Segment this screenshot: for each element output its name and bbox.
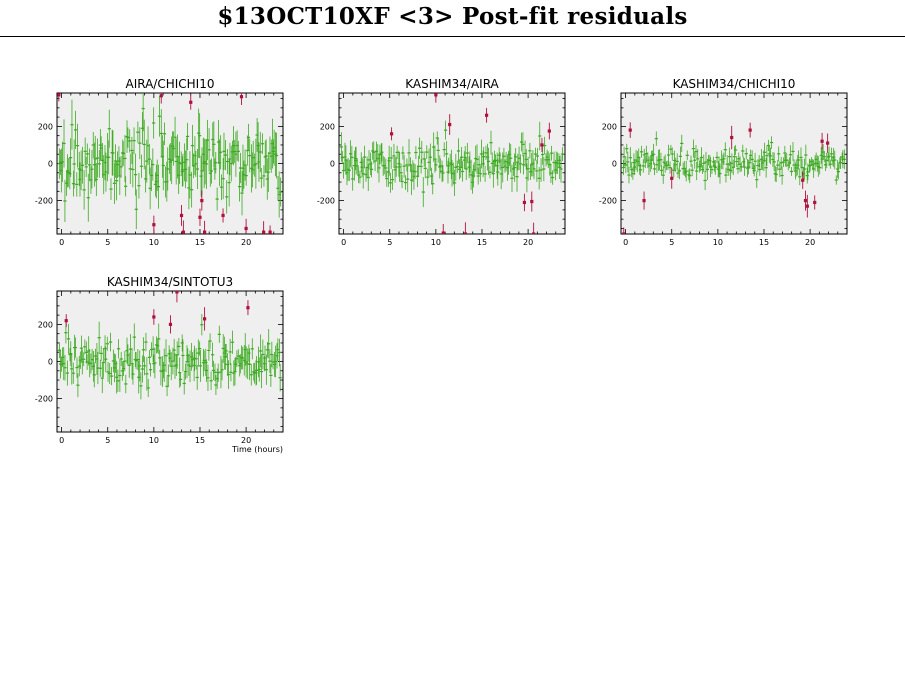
y-tick-label: 200	[320, 122, 335, 131]
series-group	[57, 291, 282, 400]
page-title: $13OCT10XF <3> Post-fit residuals	[217, 3, 688, 30]
x-tick-label: 20	[241, 436, 251, 445]
flagged-point	[434, 93, 438, 97]
flagged-point	[484, 113, 489, 117]
x-tick-label: 0	[59, 436, 64, 445]
flagged-point	[221, 213, 225, 218]
x-tick-label: 5	[387, 238, 392, 247]
flagged-point	[64, 319, 68, 323]
panel-title: AIRA/CHICHI10	[125, 77, 214, 91]
flagged-point	[175, 291, 179, 294]
x-tick-label: 10	[431, 238, 441, 247]
flagged-point	[262, 230, 266, 234]
flagged-point	[547, 129, 551, 133]
x-tick-label: 5	[105, 436, 110, 445]
x-tick-label: 10	[149, 238, 159, 247]
y-tick-label: 0	[48, 160, 53, 169]
panel-2: KASHIM34/CHICHI10 0 5 10 15 20 200 0 -200	[599, 77, 848, 247]
y-tick-label: 200	[38, 320, 53, 329]
x-tick-label: 15	[759, 238, 769, 247]
x-tick-label: 15	[477, 238, 487, 247]
flagged-point	[389, 132, 394, 136]
flagged-point	[202, 230, 207, 234]
series-group	[339, 93, 565, 234]
flagged-point	[670, 176, 674, 180]
y-tick-label: -200	[599, 197, 617, 206]
flagged-point	[805, 204, 809, 208]
x-axis-label: Time (hours)	[231, 445, 283, 454]
panel-1: KASHIM34/AIRA 0 5 10 15 20 200 0 -200	[317, 77, 566, 247]
flagged-point	[181, 230, 185, 234]
x-tick-label: 5	[105, 238, 110, 247]
series-group	[57, 93, 283, 234]
x-tick-label: 20	[523, 238, 533, 247]
y-tick-label: 200	[602, 122, 617, 131]
x-tick-label: 15	[195, 436, 205, 445]
flagged-point	[168, 322, 173, 326]
y-tick-label: 0	[612, 160, 617, 169]
flagged-point	[532, 232, 536, 234]
y-tick-label: -200	[35, 197, 53, 206]
y-tick-label: -200	[35, 395, 53, 404]
x-tick-label: 0	[341, 238, 346, 247]
x-tick-label: 10	[713, 238, 723, 247]
x-tick-label: 0	[623, 238, 628, 247]
flagged-point	[530, 199, 534, 204]
flagged-point	[463, 232, 467, 234]
flagged-point	[244, 226, 248, 231]
flagged-point	[200, 199, 204, 203]
flagged-point	[803, 199, 808, 203]
panel-title: KASHIM34/CHICHI10	[673, 77, 796, 91]
flagged-point	[152, 315, 156, 319]
panel-title: KASHIM34/AIRA	[405, 77, 499, 91]
flagged-point	[246, 306, 250, 310]
flagged-point	[628, 128, 632, 132]
flagged-point	[730, 135, 734, 140]
panel-0: AIRA/CHICHI10 0 5 10 15 20 200 0 -200	[35, 77, 284, 247]
x-tick-label: 0	[59, 238, 64, 247]
flagged-point	[622, 232, 626, 234]
panel-3: KASHIM34/SINTOTU3 0 5 10 15 20 200 0 -200 Time (h…	[35, 275, 284, 454]
flagged-point	[642, 199, 646, 203]
flagged-point	[448, 122, 452, 127]
x-tick-label: 15	[195, 238, 205, 247]
x-tick-label: 5	[669, 238, 674, 247]
flagged-point	[748, 128, 752, 132]
series-group	[621, 122, 846, 234]
flagged-point	[820, 139, 824, 143]
panel-title: KASHIM34/SINTOTU3	[107, 275, 233, 289]
flagged-point	[826, 141, 830, 145]
flagged-point	[202, 317, 207, 321]
flagged-point	[152, 223, 156, 227]
flagged-point	[239, 95, 244, 99]
x-tick-label: 20	[805, 238, 815, 247]
title-rule	[0, 36, 905, 37]
flagged-point	[159, 94, 163, 98]
flagged-point	[813, 200, 817, 205]
y-tick-label: -200	[317, 197, 335, 206]
flagged-point	[441, 231, 445, 234]
flagged-point	[522, 200, 527, 205]
flagged-point	[189, 100, 193, 104]
flagged-point	[179, 213, 184, 218]
flagged-point	[268, 230, 272, 234]
y-tick-label: 0	[330, 160, 335, 169]
x-tick-label: 10	[149, 436, 159, 445]
y-tick-label: 200	[38, 122, 53, 131]
x-tick-label: 20	[241, 238, 251, 247]
flagged-point	[198, 215, 202, 219]
flagged-point	[57, 93, 61, 97]
flagged-point	[540, 143, 544, 147]
flagged-point	[801, 178, 805, 182]
y-tick-label: 0	[48, 358, 53, 367]
